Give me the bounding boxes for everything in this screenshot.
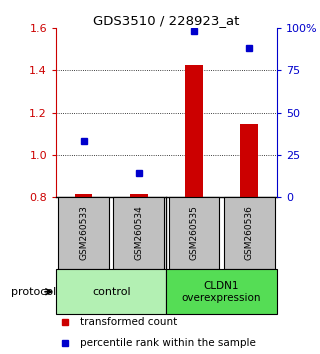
FancyBboxPatch shape xyxy=(56,269,166,314)
Text: percentile rank within the sample: percentile rank within the sample xyxy=(80,337,256,348)
Text: GSM260535: GSM260535 xyxy=(189,206,198,261)
Text: GSM260536: GSM260536 xyxy=(245,206,254,261)
Text: GSM260534: GSM260534 xyxy=(134,206,143,261)
Bar xyxy=(75,194,92,197)
Text: CLDN1
overexpression: CLDN1 overexpression xyxy=(182,281,261,303)
Text: protocol: protocol xyxy=(11,287,56,297)
Text: control: control xyxy=(92,287,131,297)
Title: GDS3510 / 228923_at: GDS3510 / 228923_at xyxy=(93,14,240,27)
FancyBboxPatch shape xyxy=(224,197,275,269)
Bar xyxy=(130,194,148,197)
FancyBboxPatch shape xyxy=(166,269,277,314)
FancyBboxPatch shape xyxy=(113,197,164,269)
FancyBboxPatch shape xyxy=(169,197,220,269)
Text: GSM260533: GSM260533 xyxy=(79,206,88,261)
FancyBboxPatch shape xyxy=(58,197,109,269)
Text: transformed count: transformed count xyxy=(80,317,178,327)
Bar xyxy=(240,124,258,197)
Bar xyxy=(185,65,203,197)
